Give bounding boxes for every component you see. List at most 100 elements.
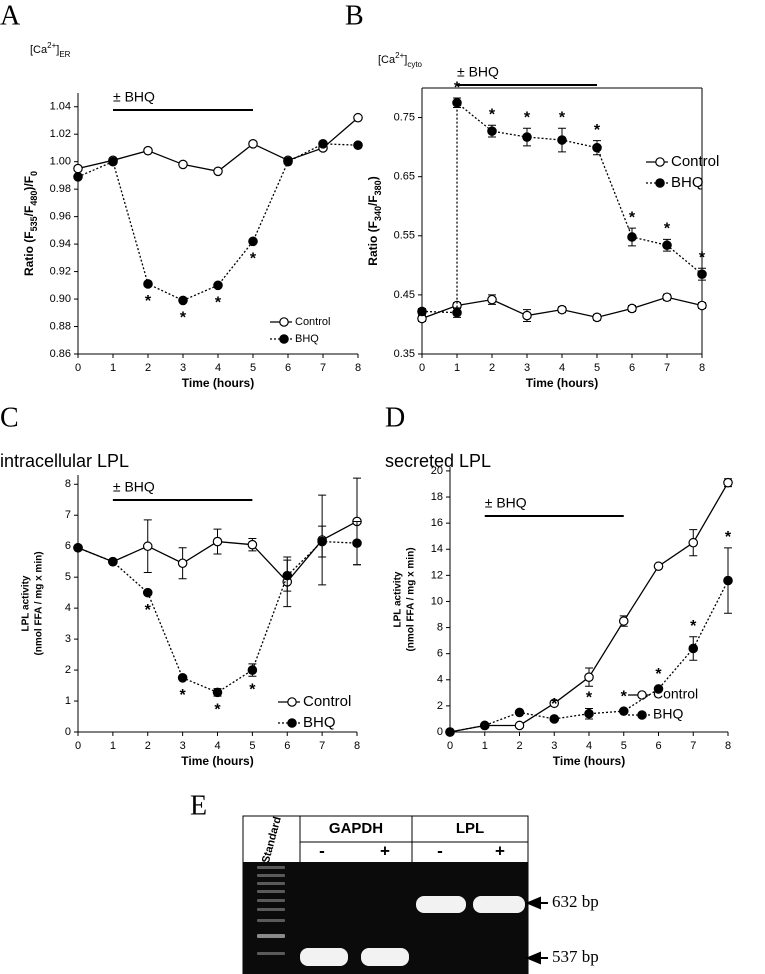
y-tick-label: 8	[65, 478, 71, 490]
data-point	[452, 307, 462, 318]
x-tick-label: 1	[110, 740, 116, 752]
significance-mark: *	[690, 618, 697, 635]
y-tick-label: 1	[65, 695, 71, 707]
series-line	[77, 143, 359, 302]
data-point	[522, 310, 532, 321]
data-point	[688, 643, 699, 654]
subtitle-part: 2+	[47, 41, 56, 50]
band	[416, 896, 466, 913]
y-axis-label: Ratio (F340/F380)	[366, 176, 383, 265]
arrow	[525, 951, 548, 965]
significance-mark: *	[454, 79, 461, 96]
y-tick-label: 6	[65, 540, 71, 552]
y-tick-label: 2	[437, 700, 443, 712]
legend-marker	[655, 178, 665, 188]
data-point	[178, 295, 188, 306]
data-point	[723, 477, 733, 488]
x-tick-label: 8	[725, 740, 731, 752]
data-point	[697, 269, 707, 279]
data-point	[627, 303, 637, 314]
data-point	[213, 280, 223, 291]
chart-panel: B [Ca2+]cyto 0.35 0.45 0.55 0.65 0.75 0 1 2 3 4 5 6 7 8…	[345, 0, 719, 390]
subtitle-part: [Ca	[30, 44, 48, 56]
y-tick-label: 0.90	[50, 293, 71, 305]
y-tick-label: 6	[437, 648, 443, 660]
significance-mark: *	[559, 109, 566, 126]
y-tick-label: 0	[65, 726, 71, 738]
data-point	[653, 684, 664, 694]
y-axis-label: (nmol FFA / mg x min)	[406, 547, 417, 651]
band	[300, 948, 348, 966]
data-point	[73, 163, 83, 174]
significance-mark: *	[551, 696, 558, 713]
y-axis-label: (nmol FFA / mg x min)	[34, 551, 45, 655]
y-label-part: /F	[22, 206, 36, 217]
legend-label: BHQ	[653, 706, 683, 722]
y-tick-label: 14	[431, 543, 443, 555]
data-point	[487, 126, 497, 136]
y-label-part: 480	[29, 191, 39, 206]
subtitle-part: intracellular LPL	[0, 451, 129, 471]
y-tick-label: 0.75	[394, 111, 415, 123]
x-tick-label: 6	[629, 362, 635, 374]
y-tick-label: 1.04	[50, 101, 71, 113]
significance-mark: *	[594, 122, 601, 139]
x-tick-label: 1	[482, 740, 488, 752]
significance-mark: *	[655, 666, 662, 683]
subtitle-part: ]	[404, 54, 407, 66]
y-tick-label: 0.35	[394, 348, 415, 360]
y-tick-label: 2	[65, 664, 71, 676]
y-label-part: 340	[373, 206, 383, 221]
legend-marker	[655, 157, 665, 167]
data-point	[73, 171, 83, 182]
treatment-label: ± BHQ	[113, 89, 155, 105]
significance-mark: *	[249, 681, 256, 698]
band	[361, 948, 409, 966]
x-tick-label: 1	[454, 362, 460, 374]
data-point	[353, 140, 363, 150]
data-point	[549, 698, 560, 709]
y-axis-label: Ratio (F535/F480)/F0	[22, 171, 39, 276]
legend-label: BHQ	[295, 333, 319, 345]
y-tick-label: 0.86	[50, 348, 71, 360]
lane-label: -	[437, 841, 443, 860]
data-point	[352, 538, 362, 548]
data-point	[247, 665, 258, 675]
subtitle-part: ER	[59, 50, 70, 59]
data-point	[514, 720, 525, 731]
subtitle: [Ca2+]ER	[30, 41, 71, 59]
significance-mark: *	[664, 221, 671, 238]
x-tick-label: 7	[319, 740, 325, 752]
x-tick-label: 0	[419, 362, 425, 374]
data-point	[212, 536, 223, 547]
y-tick-label: 10	[431, 595, 443, 607]
significance-mark: *	[250, 251, 257, 268]
data-point	[353, 112, 363, 123]
data-point	[143, 145, 153, 156]
data-point	[697, 300, 707, 311]
significance-mark: *	[621, 688, 628, 705]
legend-marker	[287, 697, 297, 707]
y-tick-label: 18	[431, 491, 443, 503]
x-tick-label: 8	[699, 362, 705, 374]
band	[473, 896, 525, 913]
treatment-label: ± BHQ	[457, 64, 499, 80]
x-tick-label: 7	[664, 362, 670, 374]
data-point	[662, 292, 672, 303]
y-tick-label: 0.45	[394, 289, 415, 301]
y-label-part: )	[366, 176, 380, 180]
subtitle-part: secreted LPL	[385, 451, 491, 471]
lane-label: +	[380, 841, 390, 860]
x-tick-label: 7	[690, 740, 696, 752]
x-axis-label: Time (hours)	[526, 376, 598, 390]
data-point	[592, 312, 602, 323]
data-point	[248, 139, 258, 149]
data-point	[213, 166, 223, 177]
legend-marker	[637, 710, 647, 720]
x-tick-label: 4	[214, 740, 220, 752]
x-tick-label: 0	[447, 740, 453, 752]
y-tick-label: 1.02	[50, 128, 71, 140]
y-tick-label: 0	[437, 726, 443, 738]
data-point	[283, 156, 293, 167]
